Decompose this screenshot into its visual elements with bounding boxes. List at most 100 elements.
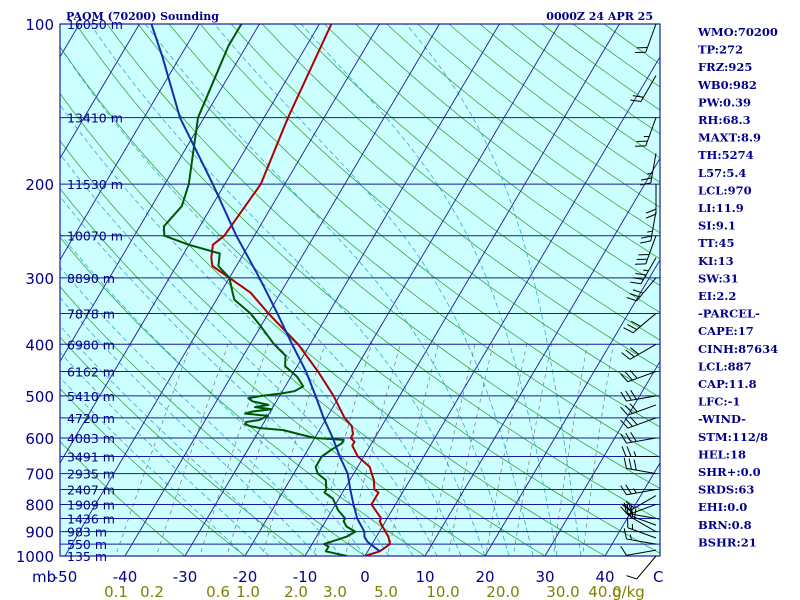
- pressure-unit-label: mb: [32, 568, 56, 586]
- data-series: [150, 24, 391, 556]
- temperature-tick-label: -30: [173, 568, 198, 586]
- mixing-ratio-line: [344, 344, 401, 556]
- pressure-tick-label: 100: [25, 16, 54, 34]
- wind-barb: [620, 432, 657, 444]
- height-label: 4083 m: [67, 431, 115, 446]
- wind-barb: [634, 235, 657, 265]
- dry-adiabat: [60, 388, 246, 556]
- pressure-tick-label: 800: [25, 496, 54, 514]
- height-label: 16050 m: [67, 17, 123, 32]
- isotherm: [64, 24, 380, 556]
- stat-item: SI:9.1: [698, 219, 736, 233]
- pressure-tick-label: 300: [25, 270, 54, 288]
- isotherm: [60, 24, 320, 464]
- wind-barb: [630, 75, 657, 103]
- wind-barb: [626, 555, 657, 580]
- isotherm: [364, 55, 660, 556]
- temperature-tick-label: 20: [475, 568, 494, 586]
- celsius-label: C: [653, 568, 663, 586]
- height-label: 2407 m: [67, 483, 115, 498]
- pressure-tick-label: 200: [25, 176, 54, 194]
- isotherm: [544, 360, 660, 556]
- stat-item: WMO:70200: [697, 25, 778, 39]
- wind-barb: [634, 117, 657, 147]
- wind-barb: [630, 257, 657, 285]
- stat-item: EI:2.2: [698, 289, 736, 303]
- dry-adiabat: [60, 440, 186, 556]
- wind-barb: [621, 446, 656, 457]
- temperature-tick-label: 10: [415, 568, 434, 586]
- mixing-ratio-unit: g/kg: [612, 583, 645, 600]
- wind-barb: [620, 389, 657, 402]
- height-label: 8890 m: [67, 271, 115, 286]
- wind-barb: [620, 369, 657, 383]
- parcel-line: [150, 24, 381, 553]
- stat-item: PW:0.39: [698, 95, 751, 109]
- grid-lines: [60, 24, 660, 556]
- stat-item: TP:272: [698, 43, 743, 57]
- stat-item: FRZ:925: [698, 60, 752, 74]
- height-label: 2935 m: [67, 467, 115, 482]
- stat-item: EHI:0.0: [698, 500, 747, 514]
- isotherm: [304, 24, 620, 556]
- sounding-time: 0000Z 24 APR 25: [546, 10, 653, 23]
- stat-item: CINH:87634: [698, 342, 778, 356]
- stat-item: -WIND-: [698, 412, 746, 426]
- dry-adiabat: [60, 286, 366, 556]
- mixing-ratio-line: [313, 344, 372, 556]
- mixing-ratio-label: 0.6: [206, 583, 230, 600]
- header: PAOM (70200) Sounding 0000Z 24 APR 25: [66, 10, 653, 23]
- plot-border: [59, 23, 661, 557]
- pressure-tick-label: 600: [25, 430, 54, 448]
- stat-item: KI:13: [698, 254, 734, 268]
- stat-item: SW:31: [698, 271, 739, 285]
- height-label: 6162 m: [67, 365, 115, 380]
- isotherm: [484, 259, 660, 556]
- wind-barb: [621, 343, 657, 360]
- mixing-ratio-line: [447, 344, 494, 556]
- height-label: 983 m: [67, 525, 107, 540]
- stat-item: RH:68.3: [698, 113, 751, 127]
- temperature-tick-label: 40: [595, 568, 614, 586]
- mixing-ratio-label: 40.0: [588, 583, 621, 600]
- temperature-tick-label: -40: [113, 568, 138, 586]
- wind-barb: [621, 495, 657, 512]
- mixing-ratio-label: 30.0: [546, 583, 579, 600]
- wind-barb: [626, 516, 657, 539]
- temperature-tick-label: 0: [360, 568, 370, 586]
- stat-item: WB0:982: [697, 78, 757, 92]
- isotherm: [184, 24, 500, 556]
- wind-barb: [620, 545, 657, 556]
- mixing-ratio-label: 0.2: [140, 583, 164, 600]
- stat-item: LFC:-1: [698, 395, 740, 409]
- stat-item: LI:11.9: [698, 201, 744, 215]
- isotherm: [424, 157, 660, 556]
- isotherm: [60, 24, 140, 160]
- wind-barb: [620, 484, 657, 496]
- height-label: 6980 m: [67, 337, 115, 352]
- isotherm: [60, 24, 260, 363]
- mixing-ratio-label: 2.0: [284, 583, 308, 600]
- stat-item: CAPE:17: [698, 324, 754, 338]
- mixing-ratio-label: 3.0: [323, 583, 347, 600]
- stat-item: TT:45: [698, 236, 735, 250]
- wind-barb: [626, 277, 657, 302]
- temperature-tick-label: 30: [535, 568, 554, 586]
- temperature-tick-label: -10: [293, 568, 318, 586]
- mixing-ratio-label: 5.0: [374, 583, 398, 600]
- wind-barb: [634, 23, 657, 54]
- stat-item: SRDS:63: [698, 483, 754, 497]
- stat-item: CAP:11.8: [698, 377, 757, 391]
- mixing-ratio-line: [427, 344, 476, 556]
- wind-barb: [640, 211, 657, 244]
- height-label: 13410 m: [67, 111, 123, 126]
- wind-barb: [620, 503, 657, 516]
- height-label: 4720 m: [67, 411, 115, 426]
- height-label: 11530 m: [67, 177, 123, 192]
- isotherm: [244, 24, 560, 556]
- pressure-tick-label: 400: [25, 336, 54, 354]
- mixing-ratio-label: 20.0: [486, 583, 519, 600]
- wind-barb: [623, 528, 657, 545]
